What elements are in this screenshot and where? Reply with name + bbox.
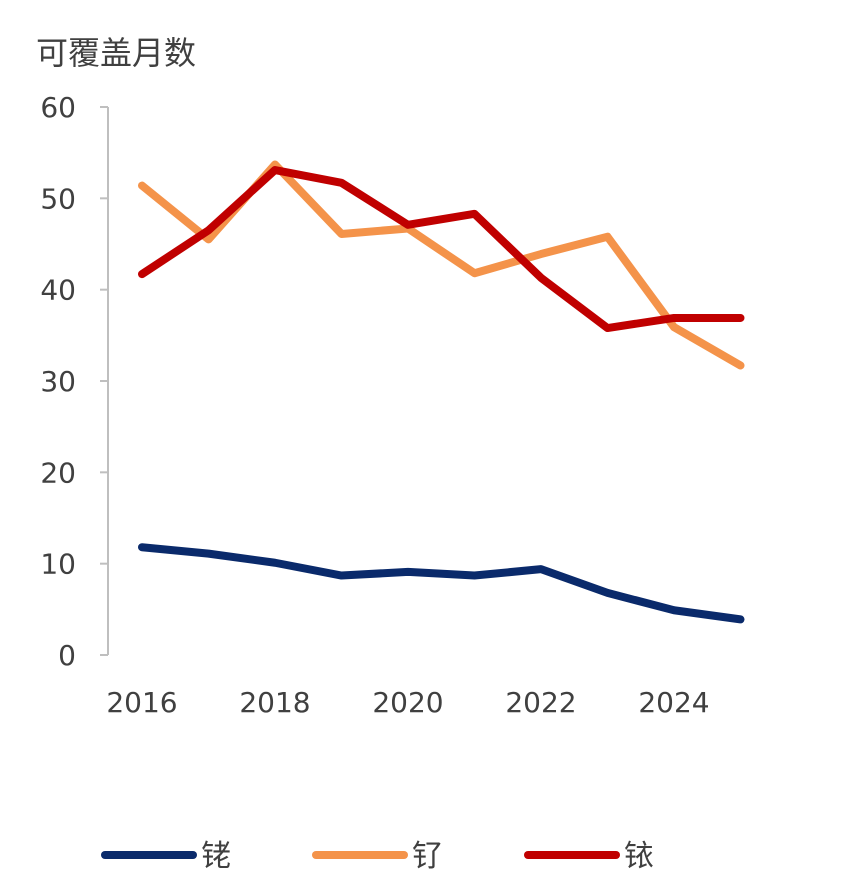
series-line-0 <box>138 543 745 624</box>
x-tick-label: 2018 <box>239 686 310 719</box>
series-line-2 <box>138 166 745 333</box>
y-tick-label: 20 <box>40 456 76 489</box>
x-tick-label: 2024 <box>638 686 709 719</box>
legend-label: 铑 <box>201 839 231 874</box>
y-tick-label: 60 <box>40 91 76 124</box>
y-tick-label: 40 <box>40 274 76 307</box>
x-tick-label: 2020 <box>372 686 443 719</box>
legend-label: 钌 <box>412 839 442 874</box>
y-tick-label: 0 <box>58 639 76 672</box>
x-tick-label: 2022 <box>505 686 576 719</box>
y-tick-label: 30 <box>40 365 76 398</box>
x-tick-label: 2016 <box>106 686 177 719</box>
y-tick-label: 10 <box>40 548 76 581</box>
y-tick-label: 50 <box>40 182 76 215</box>
y-axis-label: 可覆盖月数 <box>36 34 196 72</box>
series-line-1 <box>138 160 745 370</box>
legend-label: 铱 <box>624 839 654 874</box>
